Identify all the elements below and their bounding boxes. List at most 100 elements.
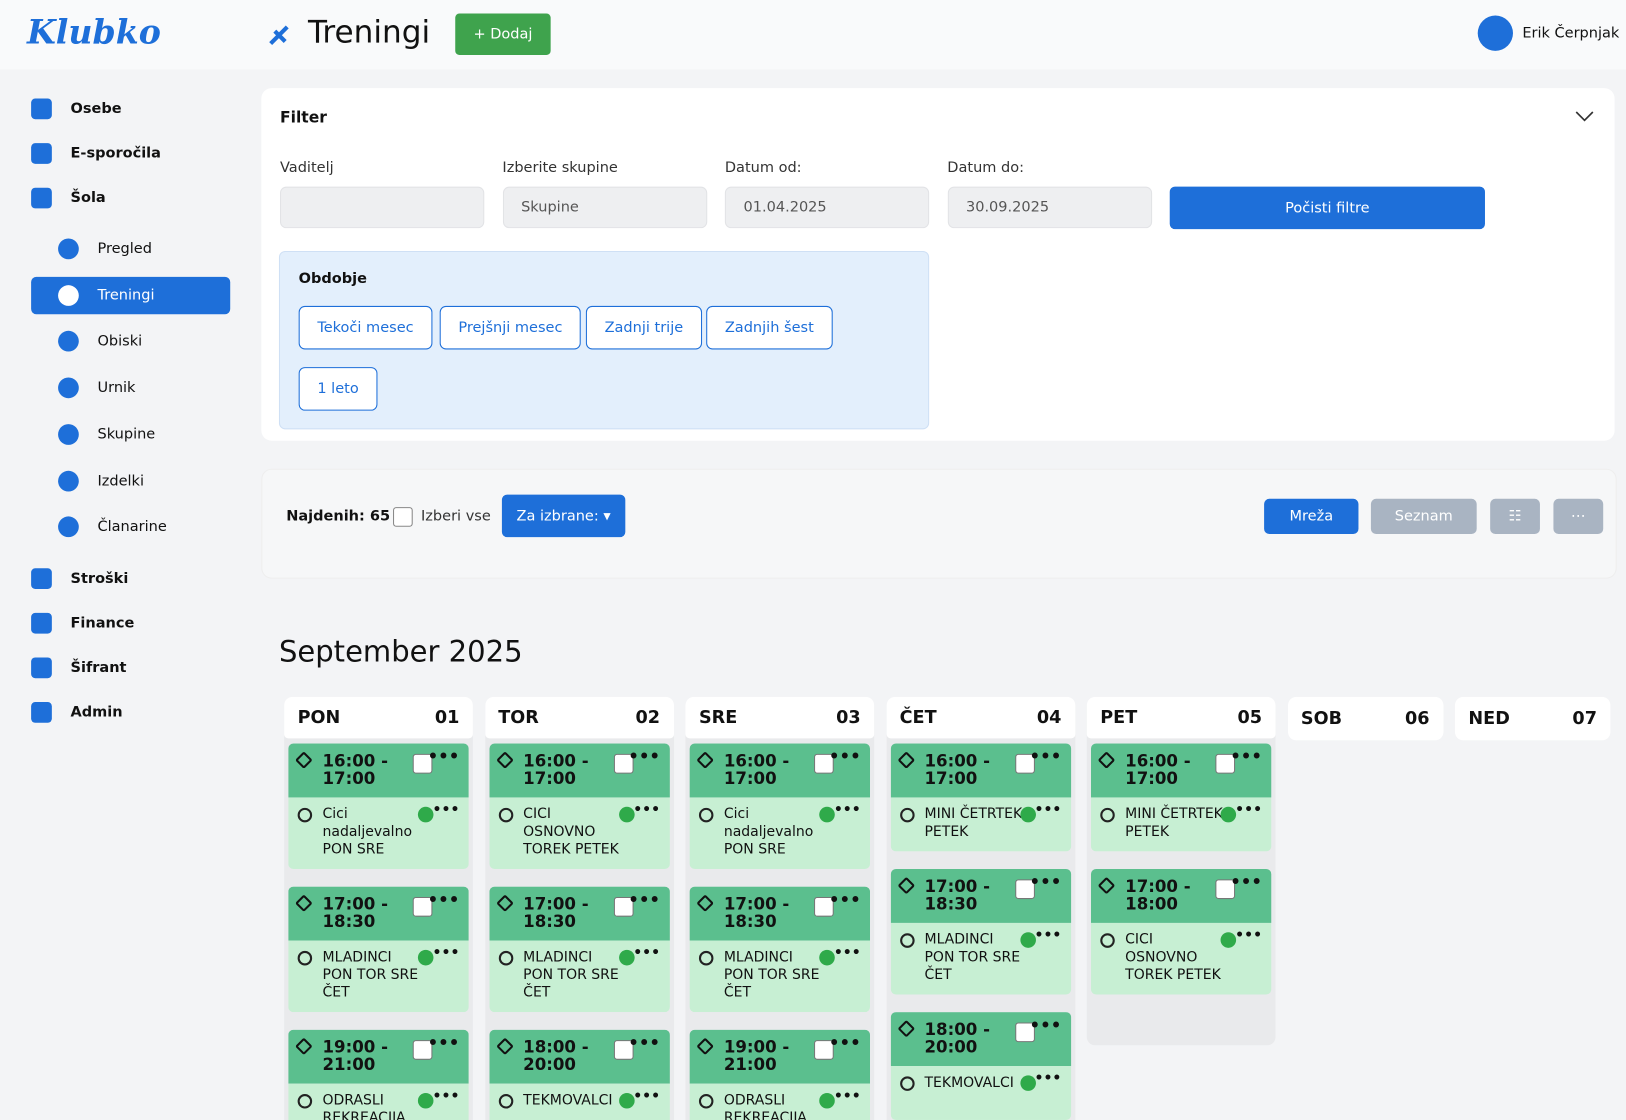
group-menu[interactable]: ••• — [633, 944, 661, 962]
day-number: 06 — [1404, 708, 1430, 730]
training-card[interactable]: 19:00 - 21:00 ••• ODRASLI REKREACIJA ••• — [689, 1029, 871, 1120]
nav-item[interactable]: Finance — [31, 612, 134, 635]
card-menu[interactable]: ••• — [1230, 872, 1263, 892]
card-checkbox[interactable] — [412, 1040, 433, 1060]
group-menu[interactable]: ••• — [432, 1087, 460, 1105]
training-card[interactable]: 18:00 - 20:00 ••• TEKMOVALCI ••• — [488, 1029, 670, 1120]
training-card[interactable]: 16:00 - 17:00 ••• MINI ČETRTEK PETEK ••• — [1090, 743, 1272, 852]
select-all-checkbox[interactable] — [393, 507, 413, 527]
card-checkbox[interactable] — [814, 1040, 834, 1060]
nav-item[interactable]: Šifrant — [31, 656, 126, 679]
training-time: 17:00 - 18:00 ••• — [1090, 869, 1272, 923]
nav-subitem[interactable]: Članarine — [58, 516, 167, 539]
field-input[interactable] — [279, 186, 485, 229]
period-button[interactable]: Zadnji trije — [585, 305, 702, 350]
nav-item[interactable]: Stroški — [31, 567, 128, 590]
nav-subitem[interactable]: Izdelki — [58, 469, 144, 492]
collapse-icon[interactable] — [1574, 109, 1595, 124]
period-button[interactable]: 1 leto — [298, 367, 378, 411]
group-icon — [899, 1076, 915, 1091]
period-button[interactable]: Tekoči mesec — [298, 305, 433, 350]
nav-icon — [58, 331, 79, 352]
training-card[interactable]: 17:00 - 18:30 ••• MLADINCI PON TOR SRE ČET… — [689, 886, 871, 1013]
logo[interactable]: Klubko — [26, 12, 161, 52]
group-menu[interactable]: ••• — [432, 801, 460, 819]
card-menu[interactable]: ••• — [628, 1032, 661, 1053]
card-menu[interactable]: ••• — [828, 746, 861, 767]
group-menu[interactable]: ••• — [833, 944, 861, 962]
card-checkbox[interactable] — [1014, 879, 1035, 900]
avatar[interactable] — [1477, 15, 1513, 51]
group-menu[interactable]: ••• — [1034, 801, 1062, 819]
card-checkbox[interactable] — [613, 1040, 634, 1060]
training-card[interactable]: 19:00 - 21:00 ••• ODRASLI REKREACIJA ••• — [288, 1029, 469, 1120]
training-card[interactable]: 18:00 - 20:00 ••• TEKMOVALCI ••• — [890, 1012, 1071, 1120]
nav-item[interactable]: Admin — [31, 701, 123, 724]
group-menu[interactable]: ••• — [633, 1087, 661, 1105]
card-menu[interactable]: ••• — [1029, 872, 1062, 892]
nav-subitem[interactable]: Urnik — [58, 377, 135, 400]
card-menu[interactable]: ••• — [427, 889, 460, 910]
filter-panel: Filter Vaditelj Izberite skupine Skupine Da… — [261, 88, 1615, 441]
training-group: ODRASLI REKREACIJA ••• — [689, 1083, 871, 1120]
nav-subitem[interactable]: Skupine — [58, 423, 155, 446]
card-menu[interactable]: ••• — [628, 889, 661, 910]
group-menu[interactable]: ••• — [833, 1087, 861, 1105]
group-menu[interactable]: ••• — [1034, 927, 1062, 944]
training-card[interactable]: 17:00 - 18:30 ••• MLADINCI PON TOR SRE ČET… — [288, 886, 469, 1013]
group-menu[interactable]: ••• — [633, 801, 661, 819]
card-checkbox[interactable] — [412, 753, 433, 774]
group-menu[interactable]: ••• — [833, 801, 861, 819]
view-button[interactable]: Mreža — [1264, 498, 1359, 535]
card-checkbox[interactable] — [412, 897, 433, 917]
group-menu[interactable]: ••• — [432, 944, 460, 962]
card-checkbox[interactable] — [814, 753, 834, 774]
card-menu[interactable]: ••• — [628, 746, 661, 767]
group-menu[interactable]: ••• — [1235, 927, 1263, 944]
card-checkbox[interactable] — [613, 753, 634, 774]
compact-view-button[interactable]: ☷ — [1490, 498, 1540, 535]
bulk-action-button[interactable]: Za izbrane: ▾ — [501, 494, 626, 538]
card-checkbox[interactable] — [613, 897, 634, 917]
card-checkbox[interactable] — [1215, 879, 1236, 900]
period-button[interactable]: Zadnjih šest — [706, 305, 833, 350]
nav-subitem[interactable]: Pregled — [58, 237, 152, 260]
view-button[interactable]: Seznam — [1370, 498, 1477, 535]
card-checkbox[interactable] — [814, 897, 834, 917]
training-card[interactable]: 17:00 - 18:30 ••• MLADINCI PON TOR SRE ČET… — [488, 886, 670, 1013]
nav-subitem[interactable]: Treningi — [31, 276, 231, 314]
training-card[interactable]: 16:00 - 17:00 ••• Cici nadaljevalno PON SR… — [288, 743, 469, 870]
training-card[interactable]: 17:00 - 18:00 ••• CICI OSNOVNO TOREK PETEK… — [1090, 869, 1272, 995]
training-card[interactable]: 16:00 - 17:00 ••• Cici nadaljevalno PON SR… — [689, 743, 871, 870]
more-view-button[interactable]: ⋯ — [1553, 498, 1604, 535]
card-menu[interactable]: ••• — [1230, 746, 1263, 767]
day-column: NED 07 — [1454, 696, 1611, 741]
user-name[interactable]: Erik Čerpnjak — [1522, 24, 1620, 42]
nav-item[interactable]: E-sporočila — [31, 142, 161, 165]
card-checkbox[interactable] — [1014, 1022, 1035, 1043]
card-menu[interactable]: ••• — [828, 1032, 861, 1053]
card-checkbox[interactable] — [1014, 753, 1035, 774]
card-menu[interactable]: ••• — [427, 1032, 460, 1053]
nav-item[interactable]: Osebe — [31, 97, 122, 120]
card-menu[interactable]: ••• — [427, 746, 460, 767]
nav-item[interactable]: Šola — [31, 187, 106, 210]
training-card[interactable]: 17:00 - 18:30 ••• MLADINCI PON TOR SRE ČET… — [890, 869, 1071, 995]
card-menu[interactable]: ••• — [1029, 746, 1062, 767]
field-input[interactable]: Skupine — [502, 186, 707, 229]
field-input[interactable]: 30.09.2025 — [947, 186, 1152, 229]
card-menu[interactable]: ••• — [1029, 1015, 1062, 1035]
period-button[interactable]: Prejšnji mesec — [439, 305, 582, 350]
training-time: 16:00 - 17:00 ••• — [1090, 743, 1272, 798]
group-menu[interactable]: ••• — [1235, 801, 1263, 819]
card-checkbox[interactable] — [1215, 753, 1236, 774]
card-menu[interactable]: ••• — [828, 889, 861, 910]
training-card[interactable]: 16:00 - 17:00 ••• MINI ČETRTEK PETEK ••• — [890, 743, 1071, 852]
group-menu[interactable]: ••• — [1034, 1070, 1062, 1087]
nav-subitem[interactable]: Obiski — [58, 330, 142, 353]
clear-filters-button[interactable]: Počisti filtre — [1169, 186, 1485, 230]
select-all-label[interactable]: Izberi vse — [421, 508, 491, 525]
add-button[interactable]: + Dodaj — [455, 13, 551, 55]
training-card[interactable]: 16:00 - 17:00 ••• CICI OSNOVNO TOREK PETEK… — [488, 743, 670, 870]
field-input[interactable]: 01.04.2025 — [724, 186, 930, 229]
